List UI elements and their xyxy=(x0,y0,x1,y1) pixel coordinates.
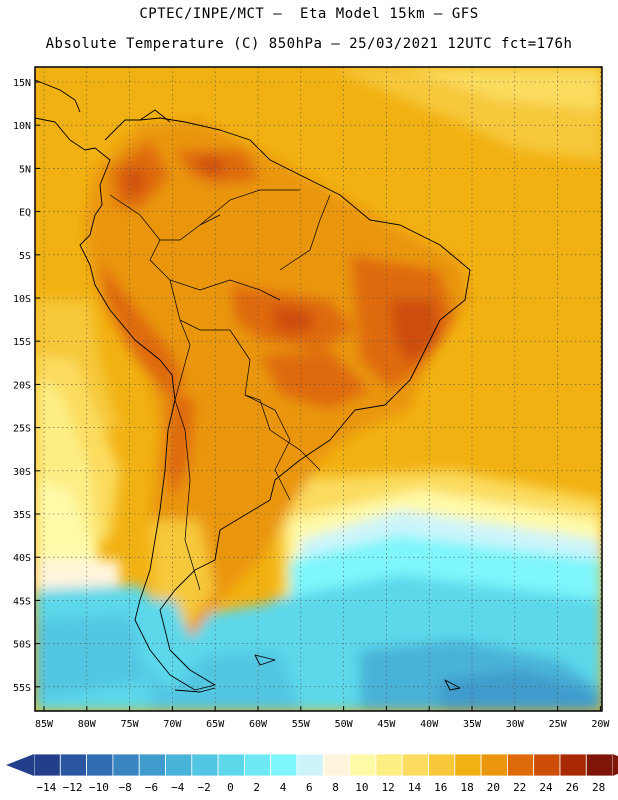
colorbar-cell xyxy=(112,753,140,777)
lat-tick-label: 40S xyxy=(13,553,31,564)
lat-tick-label: 20S xyxy=(13,380,31,391)
lon-tick-label: 80W xyxy=(78,719,97,730)
colorbar-cell xyxy=(454,753,482,777)
colorbar-label: 6 xyxy=(305,781,313,794)
temperature-field xyxy=(35,67,602,711)
colorbar-label: 16 xyxy=(434,781,448,794)
longitude-labels: 85W 80W 75W 70W 65W 60W 55W 50W 45W 40W 35W 30W 25W 2… xyxy=(35,706,610,730)
colorbar-cell xyxy=(59,753,87,777)
colorbar-cell xyxy=(217,753,245,777)
colorbar-high-arrow xyxy=(612,754,618,776)
colorbar-label: −2 xyxy=(197,781,211,794)
colorbar-cell xyxy=(428,753,456,777)
colorbar-label: 26 xyxy=(565,781,579,794)
colorbar-cell xyxy=(533,753,561,777)
colorbar-label: 10 xyxy=(355,781,369,794)
lat-tick-label: 30S xyxy=(13,467,31,478)
lon-tick-label: 65W xyxy=(206,719,225,730)
colorbar-cell xyxy=(401,753,429,777)
map-title-line-2: Absolute Temperature (C) 850hPa – 25/03/… xyxy=(45,36,573,52)
map-frame xyxy=(34,66,603,712)
lon-tick-label: 55W xyxy=(292,719,311,730)
lon-tick-label: 70W xyxy=(163,719,182,730)
colorbar-label: 14 xyxy=(407,781,422,794)
lat-tick-label: 55S xyxy=(13,683,31,694)
colorbar-cell xyxy=(322,753,350,777)
colorbar-label: 2 xyxy=(253,781,260,794)
coastlines xyxy=(35,79,471,693)
colorbar-cell xyxy=(86,753,114,777)
lon-tick-label: 25W xyxy=(549,719,568,730)
lon-tick-label: 60W xyxy=(249,719,268,730)
colorbar-label: 20 xyxy=(486,781,501,794)
lat-tick-label: 35S xyxy=(13,510,31,521)
colorbar-label: −12 xyxy=(62,781,83,794)
lat-tick-label: 10N xyxy=(13,121,31,132)
colorbar-label: 8 xyxy=(332,781,339,794)
colorbar-cell xyxy=(270,753,298,777)
lon-tick-label: 85W xyxy=(35,719,54,730)
colorbar-label: −4 xyxy=(171,781,185,794)
colorbar-cell xyxy=(585,753,613,777)
colorbar-label: 4 xyxy=(279,781,287,794)
colorbar-cell xyxy=(138,753,166,777)
colorbar-label: 12 xyxy=(381,781,395,794)
colorbar-cell xyxy=(243,753,272,777)
colorbar-cell xyxy=(559,753,587,777)
lon-tick-label: 35W xyxy=(463,719,482,730)
lon-tick-label: 20W xyxy=(591,719,610,730)
colorbar-cell xyxy=(480,753,508,777)
map-title-line-1: CPTEC/INPE/MCT – Eta Model 15km – GFS xyxy=(139,6,479,22)
lon-tick-label: 75W xyxy=(121,719,140,730)
lat-tick-label: 10S xyxy=(13,294,31,305)
lat-tick-label: 50S xyxy=(13,640,31,651)
lon-tick-label: 40W xyxy=(420,719,439,730)
lat-tick-label: 15N xyxy=(13,78,31,89)
lat-tick-label: 5N xyxy=(19,164,31,175)
colorbar-label: −10 xyxy=(88,781,109,794)
country-borders xyxy=(109,189,331,591)
colorbar xyxy=(6,753,618,777)
lat-tick-label: EQ xyxy=(19,208,31,219)
lat-tick-label: 25S xyxy=(13,424,31,435)
colorbar-cell xyxy=(296,753,324,777)
colorbar-label: 24 xyxy=(539,781,553,794)
lat-lon-grid xyxy=(35,67,602,711)
lon-tick-label: 50W xyxy=(335,719,354,730)
colorbar-cell xyxy=(375,753,403,777)
colorbar-label: −14 xyxy=(36,781,57,794)
temperature-map: 15N 10N 5N EQ 5S 10S 15S 20S 25S 30S 35S 40S 45S 50S 5… xyxy=(13,66,610,730)
colorbar-cell xyxy=(165,753,193,777)
colorbar-label: −8 xyxy=(118,781,132,794)
colorbar-label: 0 xyxy=(227,781,234,794)
colorbar-cell xyxy=(33,753,61,777)
lat-tick-label: 5S xyxy=(19,251,31,262)
colorbar-cell xyxy=(349,753,377,777)
latitude-labels: 15N 10N 5N EQ 5S 10S 15S 20S 25S 30S 35S 40S 45S 50S 5… xyxy=(13,78,40,694)
lon-tick-label: 30W xyxy=(506,719,525,730)
lat-tick-label: 45S xyxy=(13,596,31,607)
lat-tick-label: 15S xyxy=(13,337,31,348)
colorbar-label: −6 xyxy=(144,781,159,794)
colorbar-cell xyxy=(506,753,535,777)
colorbar-label: 22 xyxy=(513,781,527,794)
colorbar-low-arrow xyxy=(6,754,34,776)
colorbar-label: 18 xyxy=(460,781,474,794)
lon-tick-label: 45W xyxy=(377,719,396,730)
colorbar-cell xyxy=(191,753,219,777)
colorbar-label: 28 xyxy=(591,781,606,794)
